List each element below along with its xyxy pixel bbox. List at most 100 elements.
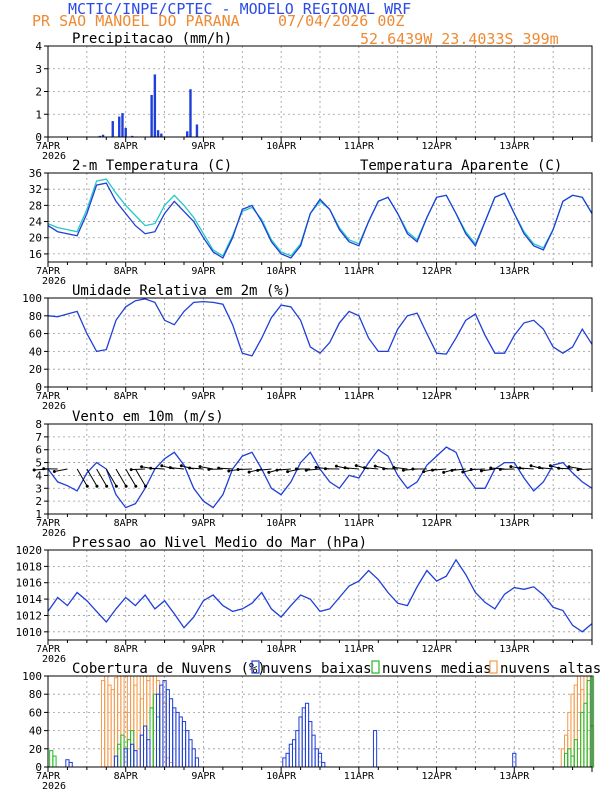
cloud-bar-nuvens-altas: [114, 678, 117, 767]
cloud-bar-nuvens-medias: [587, 681, 590, 767]
cloud-bar-nuvens-baixas: [322, 762, 325, 767]
cloud-bar-nuvens-altas: [561, 749, 564, 767]
panel-title: Precipitacao (mm/h): [72, 31, 232, 47]
wind-arrow-head: [489, 467, 492, 470]
x-tick-label: 12APR: [422, 391, 453, 402]
cloud-bar-nuvens-baixas: [189, 740, 192, 767]
wind-arrow-head: [402, 469, 405, 472]
y-tick-label: 3: [35, 63, 42, 76]
x-tick-label: 8APR: [114, 644, 139, 655]
cloud-bar-nuvens-medias: [150, 708, 153, 767]
wind-arrow-head: [53, 470, 56, 473]
y-tick-label: 28: [29, 199, 42, 212]
panel-title: Cobertura de Nuvens (%): [72, 661, 266, 677]
x-tick-label: 9APR: [191, 141, 216, 152]
wind-arrow: [578, 469, 592, 470]
wind-arrow-head: [188, 467, 191, 470]
y-tick-label: 100: [22, 670, 42, 683]
wind-arrow-head: [374, 465, 377, 468]
y-tick-label: 7: [35, 431, 42, 444]
cloud-bar-nuvens-medias: [574, 740, 577, 767]
wind-arrow: [77, 469, 87, 486]
y-tick-label: 1018: [16, 560, 43, 573]
x-tick-label: 13APR: [499, 518, 530, 529]
x-year-label: 2026: [42, 528, 66, 539]
wind-arrow-head: [144, 485, 147, 488]
wind-arrow-head: [169, 466, 172, 469]
wind-arrow-head: [392, 466, 395, 469]
wind-arrow-head: [577, 468, 580, 471]
wind-arrow-head: [295, 467, 298, 470]
precip-bar: [150, 95, 152, 137]
cloud-bar-nuvens-altas: [577, 676, 580, 767]
wind-arrow-head: [470, 468, 473, 471]
cloud-bar-nuvens-baixas: [513, 753, 516, 767]
cloud-bar-nuvens-medias: [121, 735, 124, 767]
precip-bar: [157, 130, 159, 137]
x-tick-label: 10APR: [266, 266, 297, 277]
wind-arrow-head: [461, 471, 464, 474]
wind-arrow-head: [315, 466, 318, 469]
y-tick-label: 80: [29, 310, 42, 323]
x-year-label: 2026: [42, 401, 66, 412]
x-tick-label: 12APR: [422, 141, 453, 152]
wind-arrow-head: [305, 469, 308, 472]
x-tick-label: 10APR: [266, 391, 297, 402]
y-tick-label: 4: [35, 40, 42, 53]
series-line-blue: [48, 447, 592, 508]
x-tick-label: 9APR: [191, 644, 216, 655]
wind-arrow-head: [217, 467, 220, 470]
cloud-bar-nuvens-baixas: [292, 740, 295, 767]
precip-bar: [196, 124, 198, 137]
x-year-label: 2026: [42, 781, 66, 792]
panel-title: 2-m Temperatura (C): [72, 158, 232, 174]
y-tick-label: 8: [35, 418, 42, 431]
wind-arrow-head: [518, 467, 521, 470]
wind-arrow-head: [499, 468, 502, 471]
x-tick-label: 8APR: [114, 391, 139, 402]
x-tick-label: 12APR: [422, 266, 453, 277]
wind-arrow-head: [530, 464, 533, 467]
y-tick-label: 36: [29, 167, 42, 180]
x-tick-label: 12APR: [422, 518, 453, 529]
cloud-bar-nuvens-baixas: [169, 699, 172, 767]
wind-arrow-head: [422, 470, 425, 473]
precip-bar: [186, 131, 188, 137]
x-tick-label: 13APR: [499, 644, 530, 655]
wind-arrow-head: [227, 469, 230, 472]
y-tick-label: 80: [29, 688, 42, 701]
legend-label: nuvens baixas: [262, 661, 372, 677]
wind-arrow-head: [450, 469, 453, 472]
wind-arrow-head: [568, 465, 571, 468]
y-tick-label: 5: [35, 457, 42, 470]
cloud-bar-nuvens-baixas: [176, 712, 179, 767]
x-tick-label: 13APR: [499, 141, 530, 152]
wind-arrow: [131, 469, 145, 470]
cloud-bar-nuvens-medias: [50, 751, 53, 767]
y-tick-label: 40: [29, 345, 42, 358]
wind-arrow-head: [549, 464, 552, 467]
cloud-bar-nuvens-baixas: [144, 726, 147, 767]
y-tick-label: 1014: [16, 593, 43, 606]
y-tick-label: 100: [22, 292, 42, 305]
wind-arrow: [471, 469, 485, 470]
wind-arrow-head: [442, 471, 445, 474]
y-tick-label: 4: [35, 469, 42, 482]
wind-arrow: [238, 469, 252, 470]
wind-arrow: [135, 469, 145, 486]
y-tick-label: 1016: [16, 577, 43, 590]
y-tick-label: 2: [35, 86, 42, 99]
cloud-bar-nuvens-medias: [118, 744, 121, 767]
cloud-bar-nuvens-baixas: [283, 758, 286, 767]
cloud-bar-nuvens-medias: [127, 740, 130, 767]
wind-arrow-head: [160, 464, 163, 467]
wind-arrow-head: [86, 485, 89, 488]
x-tick-label: 13APR: [499, 391, 530, 402]
y-tick-label: 20: [29, 363, 42, 376]
x-tick-label: 9APR: [191, 518, 216, 529]
